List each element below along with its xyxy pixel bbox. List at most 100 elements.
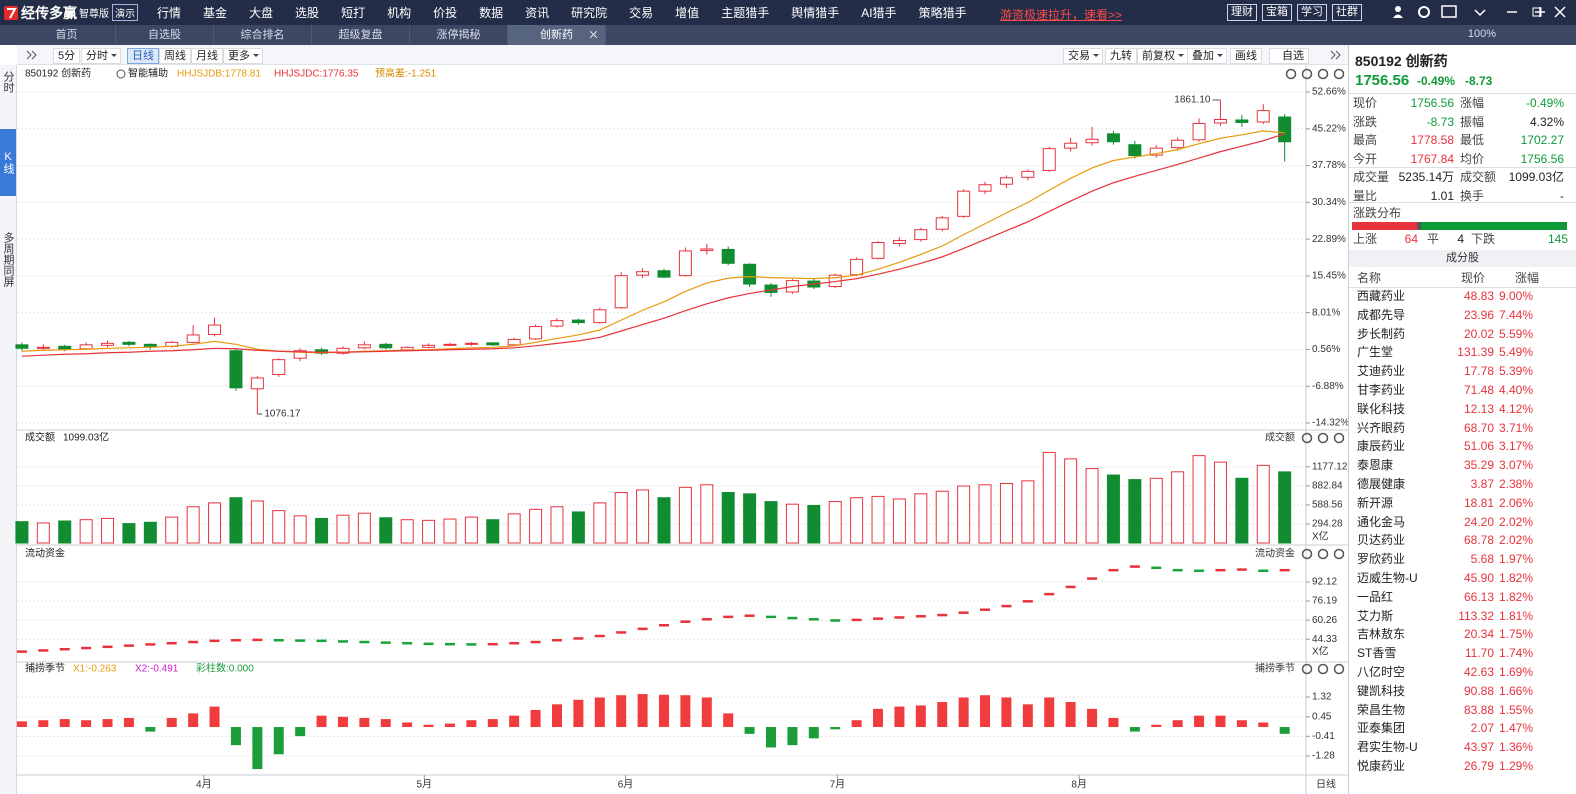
panel-icon[interactable] xyxy=(1317,68,1329,80)
panel-icon[interactable] xyxy=(1317,432,1329,444)
panel-icon[interactable] xyxy=(1285,68,1297,80)
menu-item[interactable]: 大盘 xyxy=(249,6,274,20)
oscillator-bar xyxy=(808,727,819,739)
y-tick-label: 45.22% xyxy=(1312,123,1346,134)
menu-item[interactable]: 机构 xyxy=(387,6,412,20)
panel-icon[interactable] xyxy=(1333,663,1345,675)
period-button[interactable]: 更多 xyxy=(223,48,263,64)
stock-name[interactable]: 荣昌生物 xyxy=(1357,702,1406,717)
menu-item[interactable]: AI猎手 xyxy=(861,6,897,20)
tab[interactable]: 涨停揭秘 xyxy=(410,25,508,45)
stock-name[interactable]: 广生堂 xyxy=(1357,345,1394,360)
stock-name[interactable]: 成都先导 xyxy=(1357,307,1406,322)
zoom-level[interactable]: 100% xyxy=(1467,28,1496,40)
stock-name[interactable]: 君实生物-U xyxy=(1357,740,1418,755)
tool-button[interactable]: 九转 xyxy=(1105,48,1137,64)
stock-name[interactable]: 步长制药 xyxy=(1357,326,1406,341)
menu-item[interactable]: 选股 xyxy=(295,6,320,20)
top-button[interactable]: 学习 xyxy=(1297,4,1327,21)
tab[interactable]: 创新药 xyxy=(508,25,606,45)
side-tab[interactable]: 多周期同屏 xyxy=(2,232,14,287)
tab[interactable]: 首页 xyxy=(18,25,116,45)
tool-button[interactable]: 画线 xyxy=(1230,48,1262,64)
panel-icon[interactable] xyxy=(1301,548,1313,560)
menu-item[interactable]: 短打 xyxy=(341,6,366,20)
top-button[interactable]: 理财 xyxy=(1227,4,1257,21)
promo-link[interactable]: 游资极速拉升，速看>> xyxy=(1000,8,1123,22)
candle-body xyxy=(1171,139,1185,149)
stock-name[interactable]: 贝达药业 xyxy=(1357,533,1406,548)
stock-name[interactable]: 键凯科技 xyxy=(1357,683,1406,698)
collapse-icon[interactable] xyxy=(25,48,39,62)
stock-name[interactable]: 艾迪药业 xyxy=(1357,364,1406,379)
volume-bar xyxy=(58,520,72,544)
volume-bar xyxy=(143,521,157,544)
menu-item[interactable]: 行情 xyxy=(157,6,182,20)
panel-icon[interactable] xyxy=(1301,68,1313,80)
stock-name[interactable]: ST香雪 xyxy=(1357,646,1397,661)
stock-name[interactable]: 西藏药业 xyxy=(1357,289,1406,303)
stock-name[interactable]: 甘李药业 xyxy=(1357,383,1406,397)
window-controls[interactable] xyxy=(1390,3,1570,21)
panel-icon[interactable] xyxy=(1333,548,1345,560)
panel-icon[interactable] xyxy=(1301,432,1313,444)
stock-name[interactable]: 一品红 xyxy=(1357,589,1394,604)
menu-item[interactable]: 价投 xyxy=(433,6,458,20)
stock-name[interactable]: 艾力斯 xyxy=(1357,608,1394,623)
stock-name[interactable]: 泰恩康 xyxy=(1357,458,1394,473)
menu-item[interactable]: 增值 xyxy=(675,6,700,20)
tab[interactable]: 超级复盘 xyxy=(312,25,410,45)
period-button[interactable]: 分时 xyxy=(81,48,121,64)
tool-button[interactable]: 自选 xyxy=(1269,48,1309,64)
stock-name[interactable]: 八亿时空 xyxy=(1357,665,1406,679)
indicator-label: 预高差:-1.251 xyxy=(375,67,437,80)
panel-icon[interactable] xyxy=(1317,548,1329,560)
stock-name[interactable]: 吉林敖东 xyxy=(1357,627,1406,642)
panel-icon[interactable] xyxy=(1333,68,1345,80)
menu-item[interactable]: 研究院 xyxy=(571,6,608,20)
period-button[interactable]: 周线 xyxy=(159,48,191,64)
tab[interactable]: 自选股 xyxy=(116,25,214,45)
stock-name[interactable]: 悦康药业 xyxy=(1357,759,1406,773)
menu-item[interactable]: 主题猎手 xyxy=(721,6,770,20)
stock-name[interactable]: 通化金马 xyxy=(1357,514,1406,529)
panel-icon[interactable] xyxy=(1301,663,1313,675)
y-tick-label: 1177.12 xyxy=(1312,461,1348,472)
stock-name[interactable]: 迈威生物-U xyxy=(1357,571,1418,585)
side-tab[interactable]: 分时 xyxy=(2,71,14,93)
top-button[interactable]: 社群 xyxy=(1332,4,1362,21)
expand-icon[interactable] xyxy=(1329,48,1343,62)
stock-name[interactable]: 亚泰集团 xyxy=(1357,721,1406,736)
menu-item[interactable]: 舆情猎手 xyxy=(791,6,840,20)
volume-bar xyxy=(293,515,307,544)
period-button[interactable]: 日线 xyxy=(127,48,159,64)
menu-item[interactable]: 基金 xyxy=(203,6,228,20)
tab[interactable]: 综合排名 xyxy=(214,25,312,45)
panel-icon[interactable] xyxy=(1317,663,1329,675)
candle-body xyxy=(1106,133,1120,143)
quote-value: 1767.84 xyxy=(1410,151,1454,166)
volume-bar xyxy=(828,501,842,544)
tool-button[interactable]: 叠加 xyxy=(1187,48,1227,64)
tool-button[interactable]: 交易 xyxy=(1063,48,1103,64)
menu-item[interactable]: 策略猎手 xyxy=(918,6,967,20)
menu-item[interactable]: 交易 xyxy=(629,6,654,20)
assist-label[interactable]: 智能辅助 xyxy=(128,67,168,80)
menu-item[interactable]: 资讯 xyxy=(525,6,550,20)
menu-item[interactable]: 数据 xyxy=(479,6,504,20)
stock-name[interactable]: 兴齐眼药 xyxy=(1357,420,1406,435)
period-button[interactable]: 月线 xyxy=(191,48,223,64)
side-tab[interactable]: K线 xyxy=(0,129,16,196)
tool-button[interactable]: 前复权 xyxy=(1137,48,1188,64)
top-button[interactable]: 宝箱 xyxy=(1262,4,1292,21)
panel-icon[interactable] xyxy=(1333,432,1345,444)
logo[interactable]: 经传多赢 智尊版 演示 xyxy=(4,3,144,23)
stock-name[interactable]: 联化科技 xyxy=(1357,401,1406,416)
stock-name[interactable]: 康辰药业 xyxy=(1357,439,1406,454)
volume-bar xyxy=(571,511,585,544)
stock-name[interactable]: 新开源 xyxy=(1357,495,1394,510)
period-button[interactable]: 5分 xyxy=(53,48,81,64)
stock-change: 5.59% xyxy=(1498,326,1533,341)
stock-name[interactable]: 罗欣药业 xyxy=(1357,552,1406,567)
stock-name[interactable]: 德展健康 xyxy=(1357,477,1406,491)
